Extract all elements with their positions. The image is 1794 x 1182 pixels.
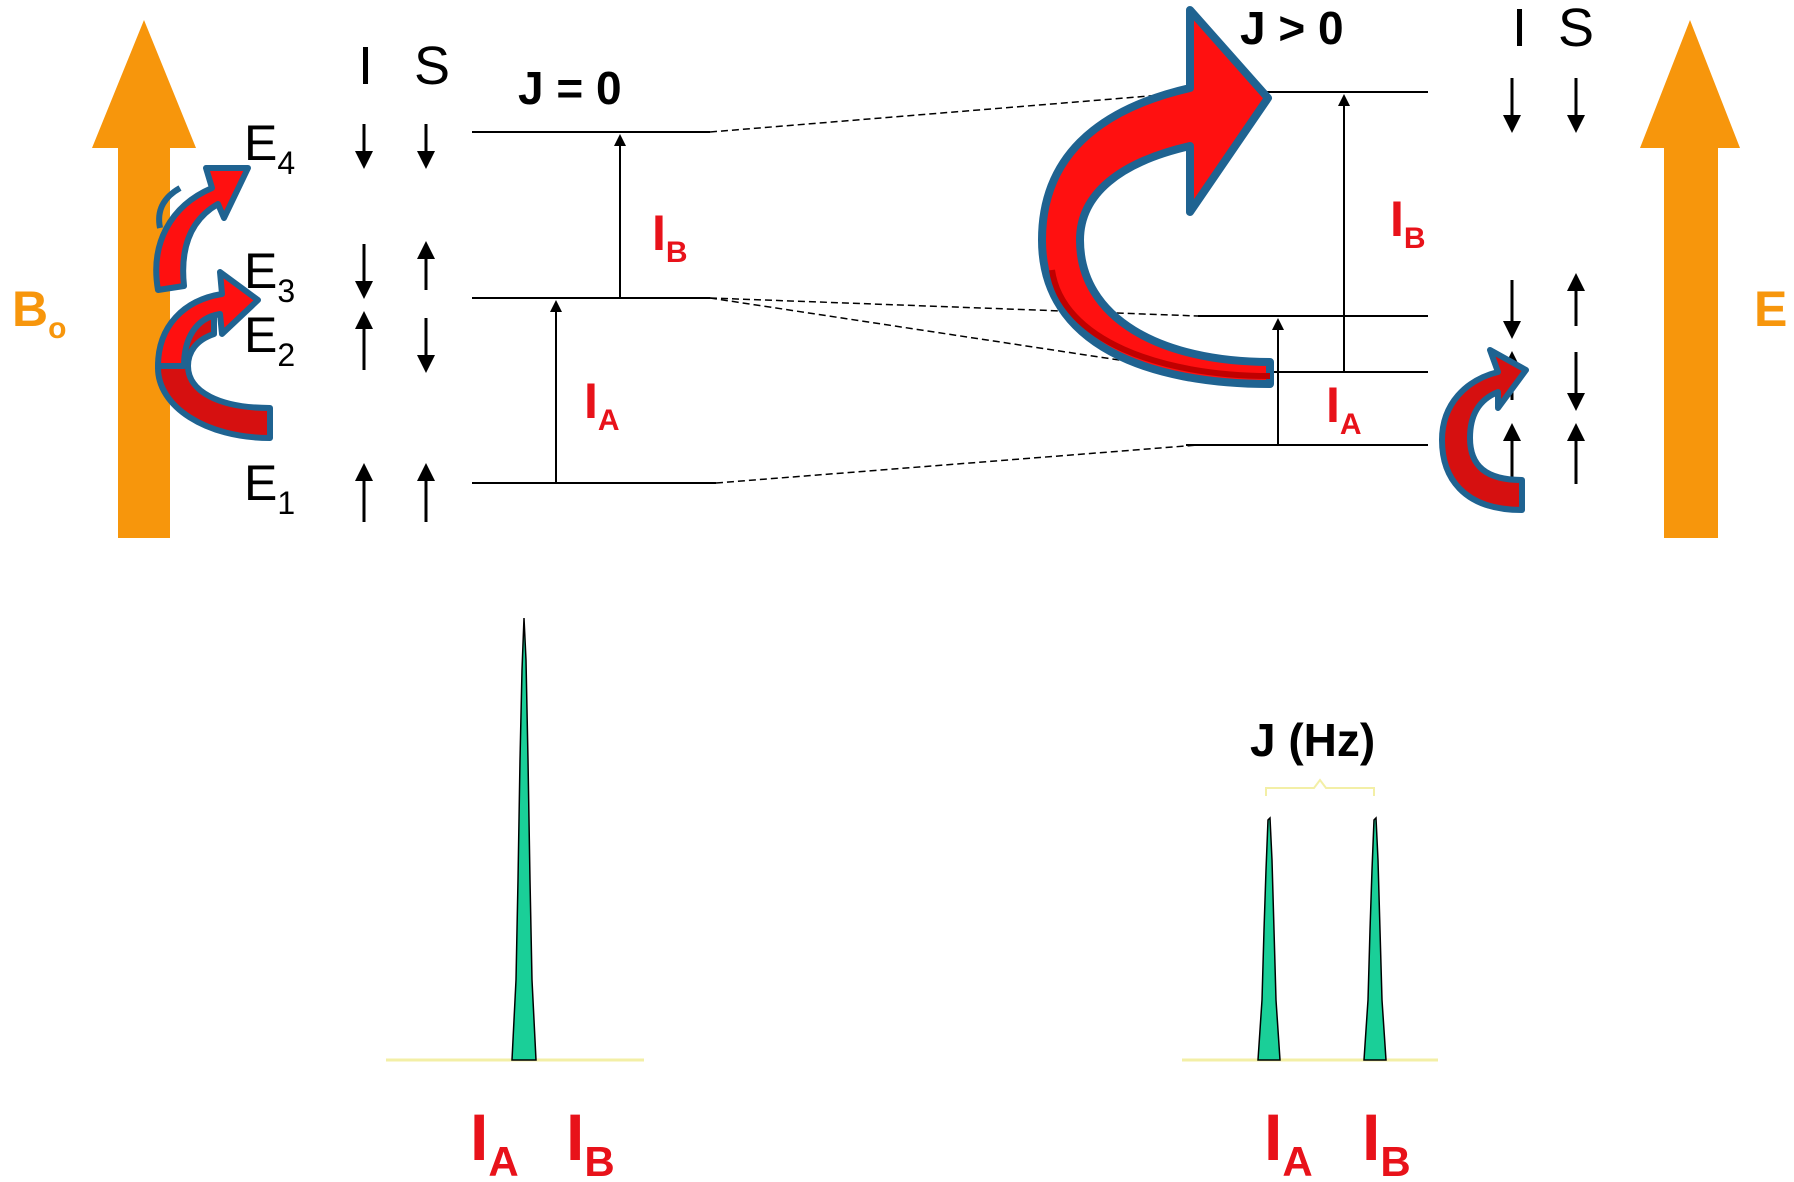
transition-arrows-right [1272,94,1350,445]
curved-arrows-left-icon [153,165,273,441]
transition-label-IB-left: IB [652,205,688,269]
spectrum-left [386,617,644,1062]
spectrum-peak-right-B [1363,816,1387,1061]
spectrum-label-IA-left: IA [470,1100,519,1182]
transition-label-IA-left: IA [584,373,620,437]
curved-arrow-large-icon [1038,6,1274,388]
coupling-label-right: J > 0 [1240,2,1344,54]
col-header-I-left: I [358,36,373,96]
field-arrow-left-icon [92,20,196,538]
energy-levels-left [472,131,716,484]
transition-arrows-left [550,134,626,483]
level-label-E4: E4 [244,115,295,181]
spectrum-peak-left [511,617,537,1061]
j-bracket [1265,778,1375,796]
spectrum-right [1182,778,1438,1062]
field-label-right: E [1754,281,1787,337]
spectrum-label-IA-right: IA [1264,1100,1313,1182]
spin-arrows-left [355,124,435,522]
col-header-S-left: S [414,36,450,96]
level-label-E2: E2 [244,307,295,373]
spectrum-peak-right-A [1257,816,1281,1061]
level-label-E3: E3 [244,243,295,309]
coupling-label-left: J = 0 [518,62,622,114]
level-label-E1: E1 [244,455,295,521]
dashed-connectors [709,91,1199,484]
spectrum-label-IB-left: IB [566,1100,615,1182]
spin-arrows-right [1503,78,1585,484]
col-header-I-right: I [1512,0,1527,58]
col-header-S-right: S [1558,0,1594,58]
spectrum-label-IB-right: IB [1362,1100,1411,1182]
field-arrow-right-icon [1640,20,1740,538]
curved-arrow-small-icon [1439,347,1529,513]
transition-label-IB-right: IB [1390,191,1426,255]
j-hz-label: J (Hz) [1250,714,1375,766]
field-label-left: Bo [12,281,66,345]
transition-label-IA-right: IA [1326,377,1362,441]
